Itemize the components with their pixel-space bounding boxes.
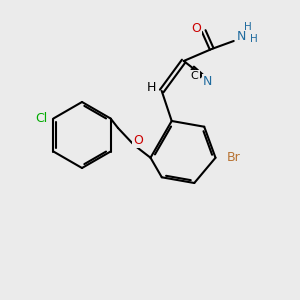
Text: O: O	[191, 22, 201, 35]
Text: H: H	[147, 82, 156, 94]
Text: N: N	[203, 76, 212, 88]
Text: C: C	[191, 71, 199, 81]
Text: H: H	[250, 34, 258, 44]
Text: Br: Br	[226, 151, 240, 164]
Text: O: O	[133, 134, 143, 146]
Text: Cl: Cl	[35, 112, 47, 125]
Text: H: H	[244, 22, 252, 32]
Text: N: N	[237, 31, 246, 44]
